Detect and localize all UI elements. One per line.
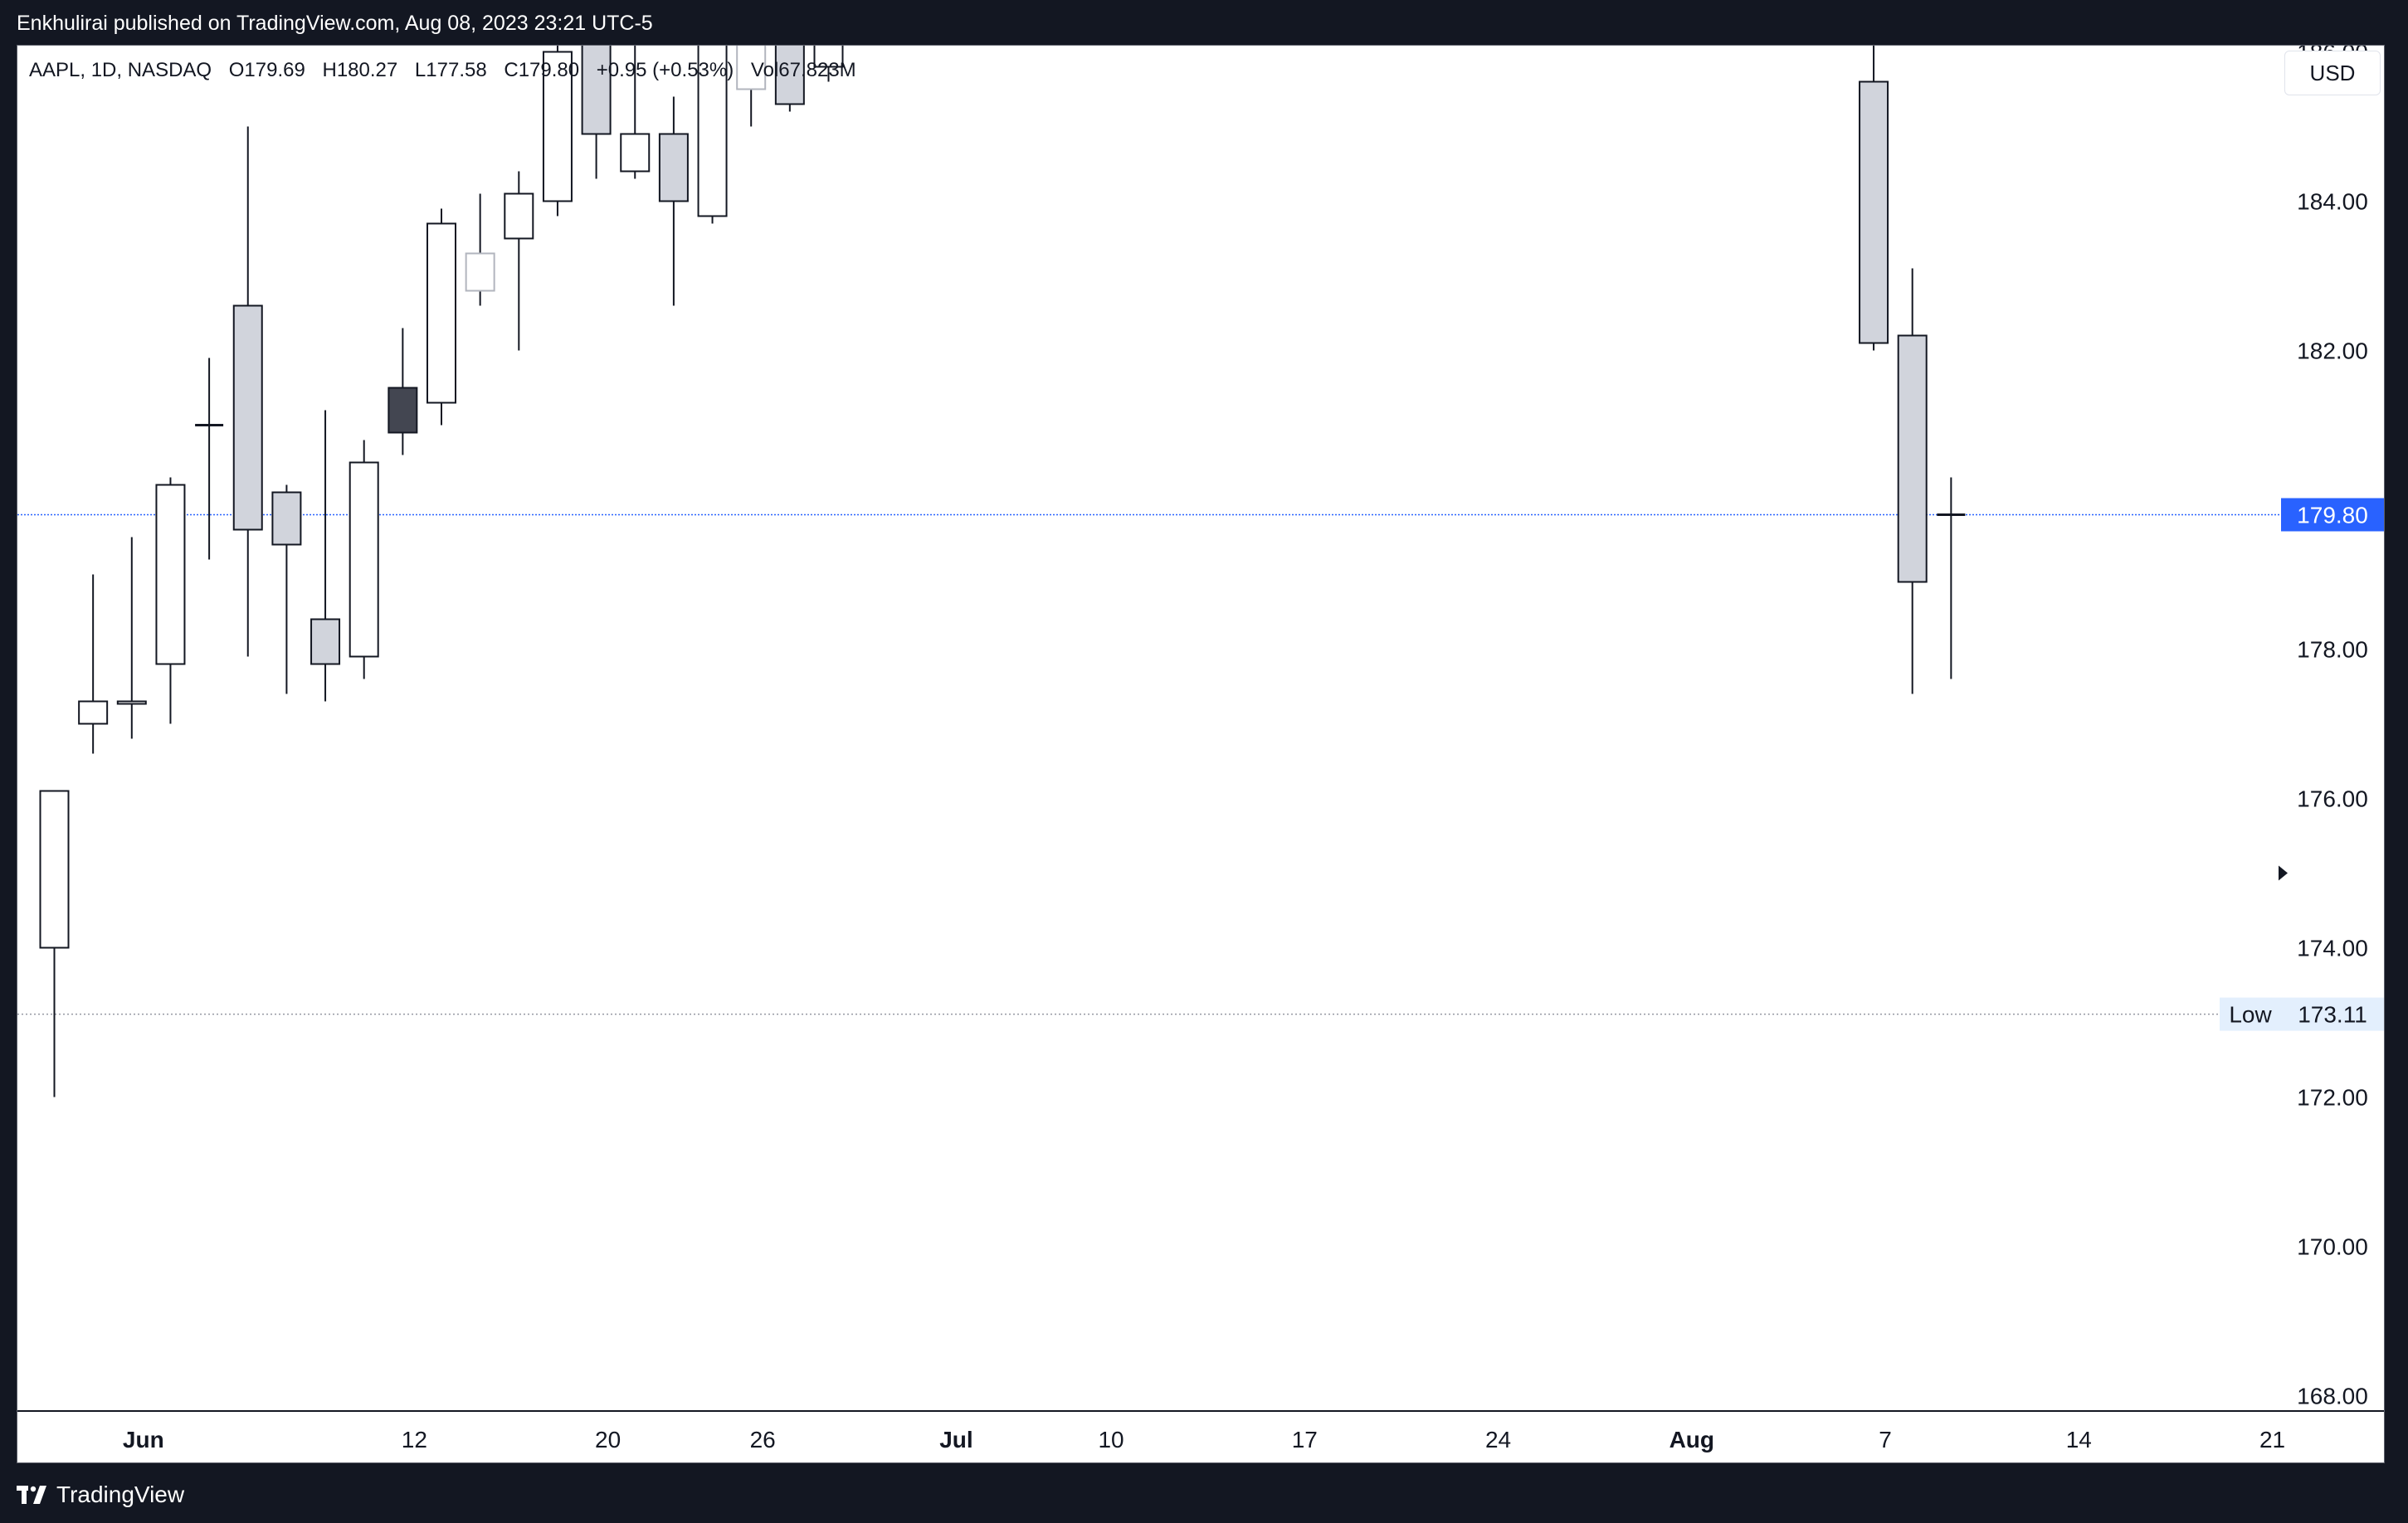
time-axis-label: 10 [1098,1427,1124,1452]
legend-close: C179.80 [504,59,580,81]
candle-body [736,46,767,90]
price-tick-label: 176.00 [2297,786,2368,812]
last-price-value: 179.80 [2297,503,2368,528]
candle-body [232,304,263,531]
candle-body [310,618,341,665]
legend-volume: Vol67.823M [750,59,856,81]
low-value: 173.11 [2298,1002,2367,1028]
time-axis-label: 24 [1485,1427,1511,1452]
legend-symbol[interactable]: AAPL, 1D, NASDAQ [29,59,212,81]
candle-body [1859,80,1889,344]
publisher-header: Enkhulirai published on TradingView.com,… [0,0,2408,45]
published-info-text: Enkhulirai published on TradingView.com,… [17,12,653,35]
price-tick-label: 168.00 [2297,1384,2368,1409]
legend-change: +0.95 (+0.53%) [596,59,734,81]
price-tick-label: 170.00 [2297,1234,2368,1260]
candle-body [427,222,456,404]
tradingview-logo[interactable]: TradingView [17,1482,184,1508]
candle-body [697,46,728,217]
time-axis-label: Aug [1670,1427,1714,1452]
last-price-bg [2281,498,2384,532]
scale-arrow-icon[interactable] [2279,865,2288,881]
low-label-bg [2220,997,2281,1031]
time-axis-label: 20 [595,1427,621,1452]
candle-body [349,461,379,658]
currency-label: USD [2309,60,2356,85]
time-axis-label: Jul [939,1427,972,1452]
candle-body [78,700,109,725]
candle-body [271,491,302,546]
candle-body [1897,334,1928,583]
chart-pane[interactable]: 202.00200.00196.00194.00192.00190.00188.… [17,45,2385,1463]
tradingview-logo-icon [17,1486,46,1504]
legend-high: H180.27 [322,59,398,81]
candle-body [465,252,495,292]
candle-body [813,46,844,68]
candle-body [774,46,805,105]
candle-body [116,700,147,705]
time-axis-label: 14 [2066,1427,2092,1452]
low-label: Low [2229,1002,2272,1028]
candle-body [39,790,70,949]
price-tick-label: 174.00 [2297,936,2368,961]
candle-body [155,484,186,665]
candle-body [542,51,573,202]
legend-open: O179.69 [228,59,305,81]
price-tick-label: 178.00 [2297,637,2368,663]
candle-body [620,133,651,173]
time-axis-label: 12 [402,1427,427,1452]
currency-button[interactable]: USD [2284,51,2381,95]
candle-body [581,46,612,135]
symbol-legend: AAPL, 1D, NASDAQ O179.69 H180.27 L177.58… [29,59,868,82]
candlestick-chart[interactable]: 202.00200.00196.00194.00192.00190.00188.… [17,46,2385,1463]
price-tick-label: 184.00 [2297,189,2368,215]
footer-bar: TradingView [0,1463,2408,1523]
time-axis-label: 17 [1292,1427,1318,1452]
time-axis-label: 21 [2259,1427,2285,1452]
time-axis-label: 7 [1879,1427,1892,1452]
tradingview-brand-text: TradingView [56,1482,185,1507]
low-value-bg [2281,997,2384,1031]
time-axis-label: Jun [123,1427,164,1452]
candle-body [658,133,689,202]
candle-body [388,387,418,434]
time-axis-label: 26 [750,1427,776,1452]
candle-body [504,192,534,240]
price-tick-label: 172.00 [2297,1085,2368,1111]
legend-low: L177.58 [414,59,487,81]
price-tick-label: 182.00 [2297,338,2368,364]
